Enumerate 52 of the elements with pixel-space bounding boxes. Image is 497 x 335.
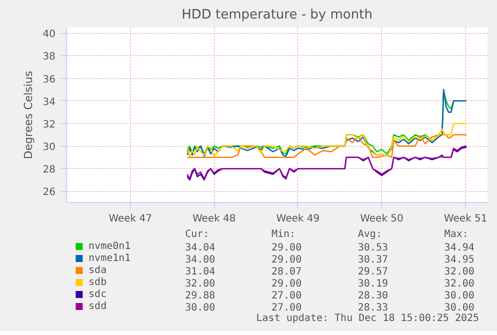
- text: 29.88: [185, 290, 216, 302]
- x-tick-label: Week 49: [276, 214, 320, 224]
- text: 27.00: [271, 290, 302, 302]
- x-tick-label: Week 47: [108, 214, 152, 224]
- text: Avg:: [358, 229, 382, 240]
- y-tick-label: 34: [42, 96, 56, 108]
- text: 29.00: [271, 242, 302, 254]
- text: 30.37: [358, 254, 388, 266]
- text: 30.00: [444, 290, 474, 302]
- legend-label: nvme0n1: [88, 241, 131, 252]
- line-series: [186, 134, 468, 158]
- legend-label: sdb: [88, 277, 107, 288]
- x-tick-label: Week 50: [360, 214, 404, 224]
- legend-label: nvme1n1: [88, 253, 131, 264]
- text: 34.00: [185, 254, 216, 266]
- y-tick-label: 38: [42, 52, 56, 63]
- text: 30.00: [185, 302, 216, 314]
- text: 29.00: [271, 254, 302, 266]
- y-tick-label: 28: [42, 164, 56, 176]
- x-tick-label: Week 51: [444, 214, 488, 224]
- text: Cur:: [185, 229, 210, 240]
- y-tick-label: 26: [42, 187, 56, 198]
- text: 30.53: [358, 242, 388, 254]
- text: 32.00: [444, 278, 474, 290]
- y-axis-title: Degrees Celsius: [22, 70, 35, 160]
- text: Min:: [271, 229, 296, 240]
- text: 34.95: [444, 254, 474, 266]
- legend-label: sda: [88, 265, 107, 276]
- text: 32.00: [185, 278, 216, 290]
- legend-label: sdc: [88, 289, 107, 300]
- y-tick-label: 32: [42, 119, 56, 130]
- text: 27.00: [271, 302, 302, 314]
- x-tick-label: Week 48: [192, 214, 236, 224]
- chart-title: HDD temperature - by month: [182, 8, 372, 22]
- text: 29.00: [271, 278, 302, 290]
- legend-label: sdd: [88, 301, 107, 312]
- y-tick-label: 30: [42, 142, 56, 154]
- text: 30.19: [358, 278, 388, 290]
- y-tick-label: 40: [42, 29, 56, 40]
- line-series: [186, 122, 468, 157]
- text: 32.00: [444, 266, 474, 278]
- text: 30.00: [444, 302, 474, 314]
- text: 28.33: [358, 302, 388, 314]
- text: 28.30: [358, 290, 388, 302]
- text: Last update: Thu Dec 18 15:00:25 2025: [256, 313, 480, 324]
- text: 29.57: [358, 266, 388, 278]
- text: 34.94: [444, 242, 474, 254]
- text: 34.04: [185, 242, 216, 254]
- text: 31.04: [185, 266, 216, 278]
- y-tick-label: 36: [42, 74, 56, 86]
- text: 28.07: [271, 266, 302, 278]
- text: Max:: [444, 229, 468, 240]
